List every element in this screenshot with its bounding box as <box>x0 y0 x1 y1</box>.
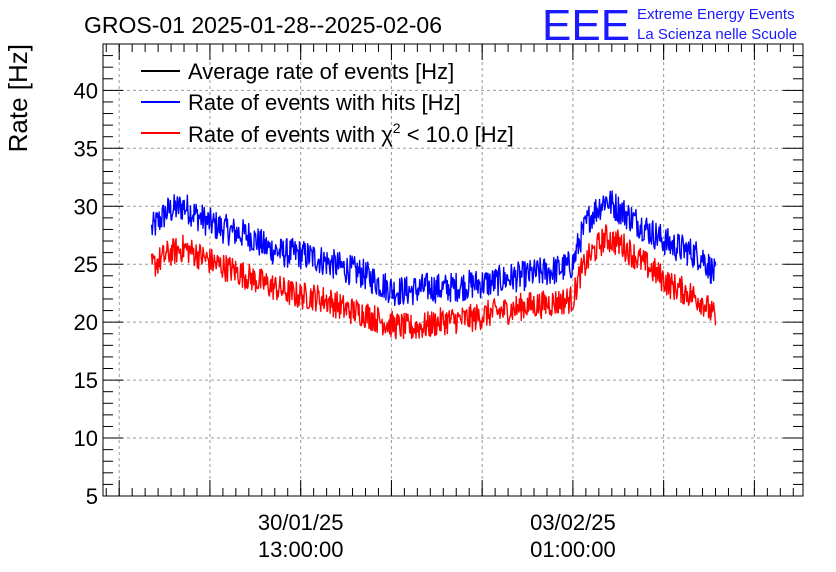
y-tick-label: 10 <box>74 426 98 451</box>
x-tick-label-time: 13:00:00 <box>258 537 344 562</box>
legend-label-hits: Rate of events with hits [Hz] <box>188 90 461 115</box>
y-tick-label: 30 <box>74 194 98 219</box>
x-tick-label-date: 30/01/25 <box>258 510 344 535</box>
series-line-chi2 <box>150 224 717 340</box>
legend-label-chi2: Rate of events with χ2 < 10.0 [Hz] <box>188 120 514 147</box>
eee-logo: EEE Extreme Energy Events La Scienza nel… <box>542 1 797 50</box>
plot-frame <box>102 43 804 497</box>
y-tick-label: 5 <box>86 484 98 509</box>
eee-logo-line1: Extreme Energy Events <box>637 6 795 23</box>
legend-label-average: Average rate of events [Hz] <box>188 59 454 84</box>
chart-title: GROS-01 2025-01-28--2025-02-06 <box>84 12 442 38</box>
eee-logo-line2: La Scienza nelle Scuole <box>637 26 797 43</box>
x-tick-label-time: 01:00:00 <box>530 537 616 562</box>
series-line-hits <box>150 190 717 307</box>
y-tick-label: 15 <box>74 368 98 393</box>
y-tick-label: 25 <box>74 252 98 277</box>
legend: Average rate of events [Hz] Rate of even… <box>141 59 514 147</box>
series-group <box>150 190 717 340</box>
y-tick-label: 20 <box>74 310 98 335</box>
y-tick-label: 40 <box>74 78 98 103</box>
x-tick-label-date: 03/02/25 <box>530 510 616 535</box>
y-axis-label: Rate [Hz] <box>3 44 33 152</box>
y-tick-label: 35 <box>74 136 98 161</box>
eee-logo-mark: EEE <box>542 1 630 50</box>
